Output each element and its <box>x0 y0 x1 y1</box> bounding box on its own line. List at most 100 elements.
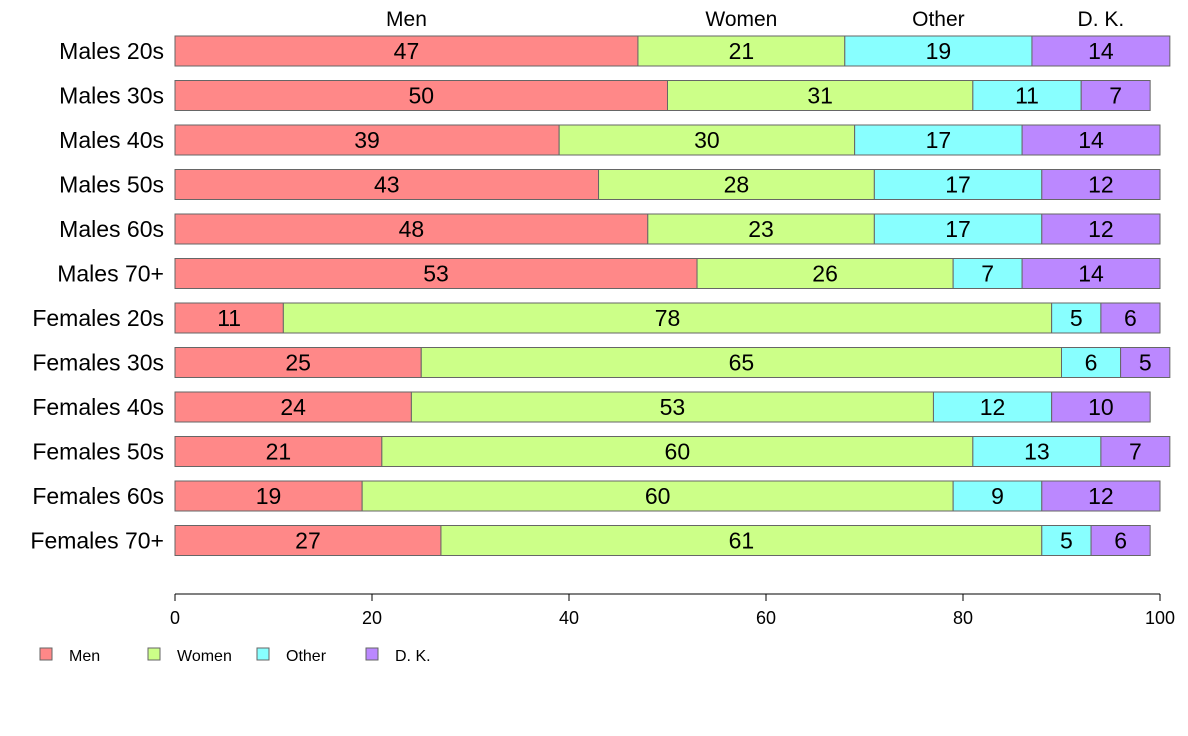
bar-segment <box>1120 347 1171 378</box>
data-label: 14 <box>1078 127 1104 153</box>
bar-segment <box>932 391 1053 423</box>
category-label: Males 70+ <box>57 261 164 287</box>
data-label: 12 <box>1088 216 1114 242</box>
category-label: Males 40s <box>59 127 164 153</box>
category-label: Males 60s <box>59 216 164 242</box>
bar-segment <box>1061 347 1122 378</box>
bar-segment <box>361 480 954 512</box>
bar-segment <box>174 436 383 467</box>
column-header: Other <box>912 8 965 31</box>
legend-label: Men <box>69 648 100 665</box>
bar-segment <box>1080 80 1151 111</box>
data-label: 53 <box>660 394 686 420</box>
data-label: 7 <box>981 261 994 287</box>
bar-segment <box>174 480 363 512</box>
category-label: Females 30s <box>32 350 164 376</box>
data-label: 13 <box>1024 439 1050 465</box>
bar-segment <box>410 391 934 423</box>
bar-segment <box>558 124 856 156</box>
data-label: 7 <box>1109 83 1122 109</box>
bar-segment <box>174 213 649 245</box>
bar-segment <box>174 258 698 289</box>
data-label: 43 <box>374 172 400 198</box>
data-label: 31 <box>807 83 833 109</box>
x-tick-label: 0 <box>170 608 180 628</box>
legend-label: Women <box>177 648 232 665</box>
bar-segment <box>1021 124 1161 156</box>
bar-segment <box>952 480 1043 512</box>
data-label: 6 <box>1124 305 1137 331</box>
bar-segment <box>1041 480 1161 512</box>
bar-segment <box>174 302 284 334</box>
column-headers: Men Women Other D. K. <box>386 8 1124 31</box>
category-label: Females 60s <box>32 483 164 509</box>
data-label: 24 <box>280 394 306 420</box>
bar-segment <box>381 436 974 467</box>
data-label: 9 <box>991 483 1004 509</box>
data-label: 11 <box>1015 83 1039 109</box>
data-label: 21 <box>729 38 755 64</box>
bar-segment <box>952 258 1023 289</box>
data-label: 60 <box>645 483 671 509</box>
data-label: 50 <box>408 83 434 109</box>
bar-segment <box>1041 169 1161 200</box>
bar-segment <box>1041 525 1092 556</box>
data-label: 60 <box>665 439 691 465</box>
data-label: 26 <box>812 261 838 287</box>
bar-segment <box>174 35 639 67</box>
category-label: Females 20s <box>32 305 164 331</box>
data-label: 65 <box>729 350 755 376</box>
data-label: 17 <box>945 216 971 242</box>
legend-swatch <box>147 647 161 661</box>
bar-segment <box>667 80 974 111</box>
data-label: 11 <box>217 305 241 331</box>
bar-segment <box>1051 391 1151 423</box>
bar-segment <box>972 436 1102 467</box>
legend-label: Other <box>286 648 327 665</box>
column-header: Men <box>386 8 427 31</box>
bar-segment <box>844 35 1033 67</box>
bar-segment <box>1041 213 1161 245</box>
x-axis: 0 20 40 60 80 100 <box>170 593 1175 628</box>
x-tick-label: 40 <box>559 608 579 628</box>
data-label: 12 <box>1088 172 1114 198</box>
data-label: 61 <box>729 528 755 554</box>
data-label: 7 <box>1129 439 1142 465</box>
x-tick-label: 60 <box>756 608 776 628</box>
data-label: 5 <box>1139 350 1152 376</box>
category-label: Females 50s <box>32 439 164 465</box>
data-label: 19 <box>926 38 952 64</box>
category-label: Males 30s <box>59 83 164 109</box>
data-label: 5 <box>1070 305 1083 331</box>
data-label: 27 <box>295 528 321 554</box>
bar-segment <box>1100 436 1171 467</box>
bar-segment <box>972 80 1082 111</box>
data-label: 5 <box>1060 528 1073 554</box>
bar-segment <box>174 80 668 111</box>
x-tick-label: 100 <box>1145 608 1175 628</box>
bar-segment <box>174 169 600 200</box>
data-label: 21 <box>266 439 292 465</box>
data-label: 53 <box>423 261 449 287</box>
data-label: 14 <box>1088 38 1114 64</box>
data-label: 10 <box>1088 394 1114 420</box>
bar-segment <box>440 525 1043 556</box>
bar-segment <box>1031 35 1171 67</box>
data-label: 48 <box>399 216 425 242</box>
bar-segment <box>174 347 422 378</box>
bar-segment <box>174 525 442 556</box>
data-label: 28 <box>724 172 750 198</box>
bar-segment <box>1100 302 1161 334</box>
legend-swatch <box>256 647 270 661</box>
data-label: 12 <box>980 394 1006 420</box>
data-label: 78 <box>655 305 681 331</box>
data-label: 23 <box>748 216 774 242</box>
data-label: 39 <box>354 127 380 153</box>
bar-segment <box>598 169 875 200</box>
bar-segment <box>1021 258 1161 289</box>
column-header: D. K. <box>1078 8 1125 31</box>
legend-swatch <box>39 647 53 661</box>
bar-segment <box>873 213 1043 245</box>
category-label: Females 70+ <box>30 528 164 554</box>
